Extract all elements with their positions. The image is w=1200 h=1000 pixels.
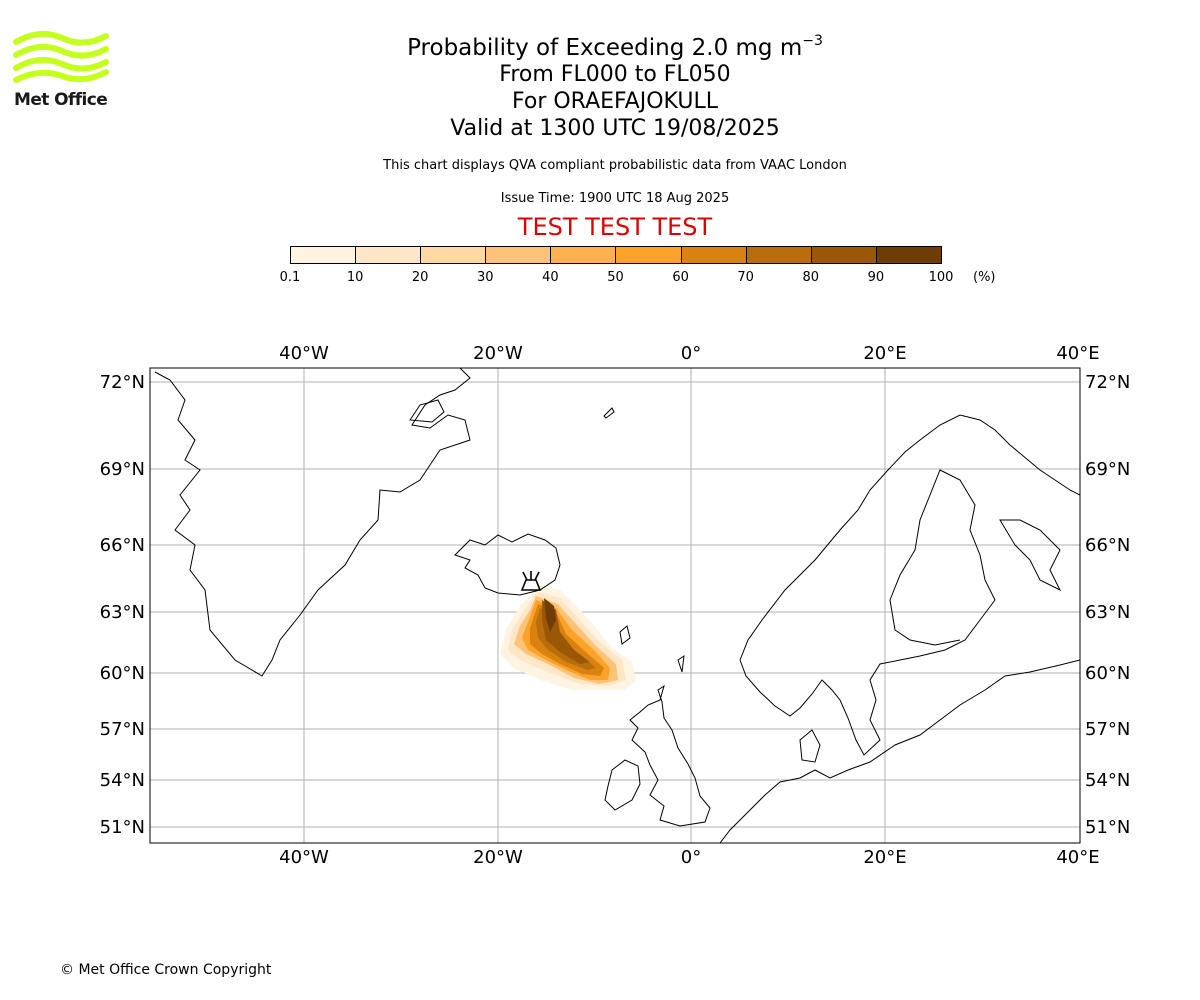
colorbar-tick-label: 20	[411, 270, 429, 285]
lon-label-top-40e: 40°E	[1056, 343, 1099, 364]
met-office-logo-icon	[13, 30, 109, 83]
colorbar-segment	[420, 247, 486, 263]
lat-labels-left: 72°N 69°N 66°N 63°N 60°N 57°N 54°N 51°N	[100, 372, 145, 838]
lon-label-bottom-40w: 40°W	[279, 847, 329, 868]
coastline-white-sea	[999, 519, 1062, 592]
lat-labels-right: 72°N 69°N 66°N 63°N 60°N 57°N 54°N 51°N	[1085, 372, 1130, 838]
colorbar-tick-label: 0.1	[279, 270, 301, 285]
lon-label-bottom-20w: 20°W	[473, 847, 523, 868]
lat-label-left-69n: 69°N	[100, 459, 145, 480]
colorbar-tick-label: 40	[542, 270, 559, 285]
lat-label-left-63n: 63°N	[100, 602, 145, 623]
test-label: TEST TEST TEST	[517, 213, 713, 241]
lat-label-right-57n: 57°N	[1085, 719, 1130, 740]
colorbar-segment	[615, 247, 681, 263]
lat-label-left-57n: 57°N	[100, 719, 145, 740]
lon-label-bottom-40e: 40°E	[1056, 847, 1099, 868]
lat-label-right-63n: 63°N	[1085, 602, 1130, 623]
coastline-jan-mayen	[603, 407, 615, 419]
colorbar-tick-label: 100	[928, 270, 954, 285]
valid-time: Valid at 1300 UTC 19/08/2025	[450, 116, 780, 141]
coastline-iceland	[454, 533, 561, 596]
lat-label-left-60n: 60°N	[100, 663, 145, 684]
colorbar-tick-label: 80	[802, 270, 820, 285]
level-range: From FL000 to FL050	[499, 62, 731, 87]
coastline-scandinavia	[739, 414, 1080, 661]
lat-label-right-72n: 72°N	[1085, 372, 1130, 393]
colorbar-segment	[355, 247, 421, 263]
chart-title-main: Probability of Exceeding 2.0 mg m	[407, 35, 803, 61]
lon-labels-bottom: 40°W 20°W 0° 20°E 40°E	[279, 847, 1099, 868]
ash-probability-plume	[500, 586, 636, 690]
copyright: © Met Office Crown Copyright	[60, 962, 272, 978]
lon-label-top-0: 0°	[681, 343, 701, 364]
coastline-greenland-northeast	[409, 399, 445, 423]
colorbar-tick-label: 30	[477, 270, 494, 285]
coastline-scandinavia-south	[739, 469, 996, 756]
colorbar-tick-label: 90	[867, 270, 885, 285]
coastline-ireland	[604, 759, 641, 811]
gridlines	[150, 368, 1080, 843]
lat-label-left-54n: 54°N	[100, 770, 145, 791]
lon-label-top-20w: 20°W	[473, 343, 523, 364]
colorbar-unit: (%)	[973, 270, 996, 285]
colorbar-segment	[550, 247, 616, 263]
coastline-faroe	[619, 625, 631, 645]
coastline-greenland	[154, 368, 471, 677]
volcano-icon	[520, 571, 542, 591]
lat-label-right-51n: 51°N	[1085, 817, 1130, 838]
colorbar-segment	[680, 247, 746, 263]
chart-title-exponent: −3	[802, 33, 823, 49]
lat-label-right-60n: 60°N	[1085, 663, 1130, 684]
colorbar-segment	[875, 247, 941, 263]
colorbar-segment	[291, 247, 356, 263]
colorbar-segment	[810, 247, 876, 263]
lon-labels-top: 40°W 20°W 0° 20°E 40°E	[279, 343, 1099, 364]
colorbar-tick-label: 50	[607, 270, 624, 285]
colorbar-tick-label: 60	[672, 270, 689, 285]
lat-label-right-66n: 66°N	[1085, 535, 1130, 556]
colorbar-tick-label: 70	[737, 270, 754, 285]
lon-label-bottom-20e: 20°E	[863, 847, 906, 868]
lat-label-right-69n: 69°N	[1085, 459, 1130, 480]
map-background	[150, 368, 1080, 843]
colorbar-segment	[485, 247, 551, 263]
lat-label-left-72n: 72°N	[100, 372, 145, 393]
colorbar-tick-label: 10	[346, 270, 364, 285]
coastline-great-britain	[629, 684, 711, 827]
logo-text: Met Office	[14, 90, 108, 110]
lon-label-top-20e: 20°E	[863, 343, 906, 364]
colorbar	[290, 246, 942, 264]
lat-label-left-51n: 51°N	[100, 817, 145, 838]
map-frame	[149, 367, 1081, 844]
coastline-shetland	[677, 654, 685, 673]
chart-description: This chart displays QVA compliant probab…	[383, 158, 847, 173]
coastlines	[154, 368, 1080, 843]
border-finland	[889, 494, 961, 646]
chart-title: Probability of Exceeding 2.0 mg m−3	[0, 26, 1200, 63]
lon-label-bottom-0: 0°	[681, 847, 701, 868]
issue-time: Issue Time: 1900 UTC 18 Aug 2025	[500, 191, 730, 206]
lat-label-left-66n: 66°N	[100, 535, 145, 556]
colorbar-segment	[745, 247, 811, 263]
coastline-continental-europe	[719, 659, 1080, 843]
coastline-denmark	[799, 729, 821, 763]
lat-label-right-54n: 54°N	[1085, 770, 1130, 791]
lon-label-top-40w: 40°W	[279, 343, 329, 364]
volcano-name: For ORAEFAJOKULL	[512, 89, 718, 114]
